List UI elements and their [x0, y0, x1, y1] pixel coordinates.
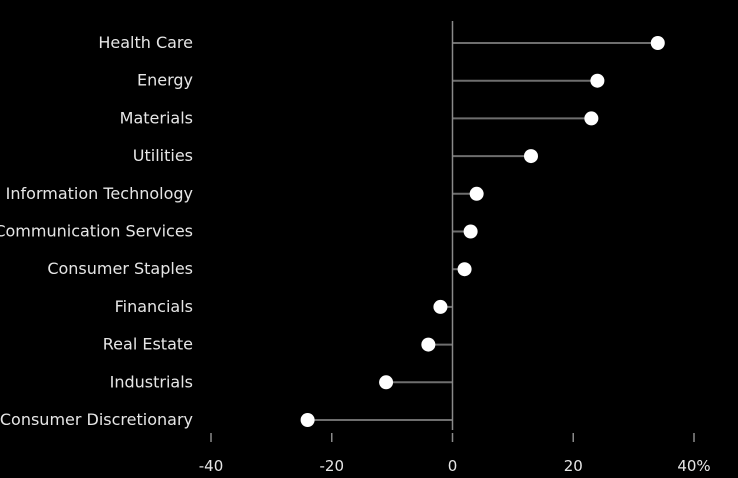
category-label: Communication Services [0, 222, 193, 241]
category-labels: Health Care Energy Materials Utilities Infor… [0, 33, 193, 429]
category-label: Energy [137, 71, 193, 90]
x-axis: -40 -20 0 20 40% [199, 21, 711, 475]
category-label: Industrials [110, 372, 193, 391]
data-point [523, 149, 538, 164]
category-label: Consumer Discretionary [0, 410, 193, 429]
dots-layer [300, 36, 665, 427]
x-tick-label: 40% [677, 457, 710, 475]
data-point [457, 262, 472, 277]
category-label: Health Care [98, 33, 193, 52]
x-tick-label: 0 [448, 457, 458, 475]
category-label: Information Technology [6, 184, 193, 203]
data-point [469, 186, 484, 201]
data-point [421, 337, 436, 352]
data-point [650, 36, 665, 50]
x-tick-label: -40 [199, 457, 224, 475]
category-label: Utilities [133, 146, 193, 165]
stems-layer [307, 42, 658, 421]
x-tick-label: -20 [320, 457, 345, 475]
data-point [379, 375, 394, 390]
data-point [433, 299, 448, 314]
category-label: Financials [115, 297, 193, 316]
data-point [584, 111, 599, 126]
data-point [300, 413, 315, 427]
category-label: Real Estate [103, 335, 193, 354]
category-label: Consumer Staples [47, 259, 193, 278]
data-point [590, 73, 605, 88]
data-point [463, 224, 478, 239]
x-tick-label: 20 [564, 457, 583, 475]
category-label: Materials [120, 108, 193, 127]
